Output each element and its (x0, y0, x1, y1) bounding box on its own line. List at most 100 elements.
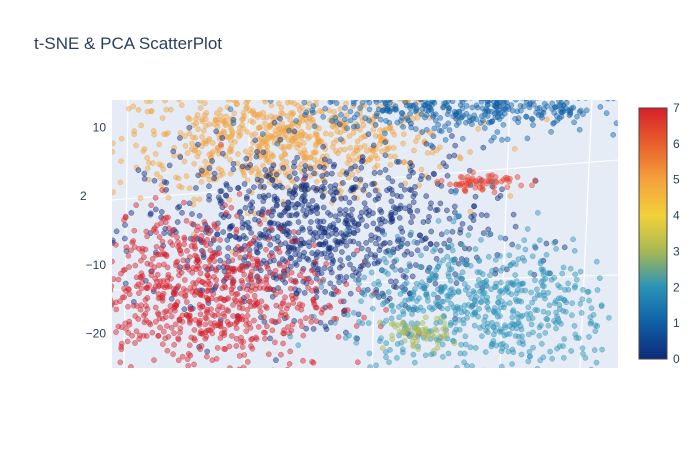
data-point (240, 91, 245, 96)
data-point (459, 276, 466, 282)
data-point (131, 227, 138, 234)
data-point (387, 347, 393, 353)
data-point (501, 301, 508, 308)
data-point (548, 129, 554, 135)
data-point (30, 226, 35, 231)
data-point (305, 71, 310, 76)
data-point (525, 304, 532, 311)
data-point (358, 245, 365, 252)
data-point (397, 202, 404, 209)
data-point (321, 156, 328, 163)
data-point (459, 220, 466, 227)
data-point (506, 300, 513, 306)
data-point (193, 120, 200, 127)
data-point (400, 287, 407, 293)
data-point (440, 85, 445, 90)
data-point (505, 90, 510, 95)
data-point (213, 90, 218, 95)
data-point (206, 121, 213, 128)
data-point (282, 240, 289, 247)
data-point (217, 237, 223, 243)
data-point (339, 249, 345, 255)
data-point (202, 158, 209, 165)
data-point (273, 184, 280, 190)
data-point (88, 236, 93, 241)
data-point (355, 271, 362, 278)
data-point (413, 321, 420, 328)
data-point (284, 220, 291, 227)
data-point (191, 147, 198, 154)
data-point (390, 145, 397, 151)
data-point (309, 250, 316, 256)
data-point (563, 100, 570, 106)
data-point (527, 100, 529, 101)
data-point (96, 155, 101, 160)
data-point (420, 69, 425, 74)
colorbar-tick-label: 4 (673, 209, 680, 223)
data-point (102, 304, 107, 309)
data-point (269, 327, 276, 334)
data-point (179, 318, 186, 325)
data-point (480, 100, 486, 101)
data-point (96, 288, 101, 293)
data-point (544, 270, 551, 276)
data-point (226, 225, 233, 232)
data-point (143, 228, 150, 235)
data-point (213, 266, 219, 273)
data-point (206, 176, 213, 183)
data-point (350, 238, 357, 245)
data-point (422, 352, 429, 359)
data-point (191, 196, 198, 203)
data-point (347, 108, 354, 115)
data-point (161, 230, 168, 236)
data-point (286, 361, 293, 367)
data-point (456, 326, 463, 333)
data-point (523, 114, 530, 120)
data-point (200, 254, 207, 261)
data-point (347, 117, 354, 124)
data-point (525, 331, 532, 338)
data-point (409, 213, 416, 220)
data-point (368, 269, 375, 276)
data-point (225, 70, 230, 75)
data-point (345, 255, 352, 262)
data-point (206, 196, 212, 203)
data-point (150, 160, 156, 166)
data-point (275, 100, 282, 107)
data-point (241, 49, 246, 54)
data-point (112, 239, 113, 243)
data-point (244, 177, 251, 184)
data-point (231, 110, 238, 117)
data-point (352, 147, 359, 154)
data-point (186, 342, 193, 349)
data-point (170, 148, 177, 155)
data-point (206, 183, 212, 190)
data-point (181, 264, 188, 271)
data-point (680, 108, 685, 113)
data-point (328, 291, 335, 297)
data-point (201, 112, 208, 119)
data-point (327, 84, 332, 89)
data-point (276, 260, 283, 267)
data-point (243, 155, 250, 162)
data-point (342, 207, 349, 213)
data-point (300, 226, 306, 233)
data-point (349, 185, 355, 191)
data-point (592, 328, 599, 334)
data-point (102, 138, 107, 143)
data-point (399, 228, 406, 235)
data-point (513, 90, 518, 95)
data-point (74, 235, 79, 240)
data-point (347, 145, 354, 151)
data-point (265, 236, 272, 243)
data-point (157, 174, 164, 181)
data-point (503, 83, 508, 88)
data-point (124, 338, 131, 345)
data-point (91, 166, 96, 171)
data-point (296, 120, 302, 126)
data-point (199, 303, 206, 310)
data-point (273, 195, 280, 202)
data-point (201, 219, 208, 225)
data-point (103, 277, 108, 282)
